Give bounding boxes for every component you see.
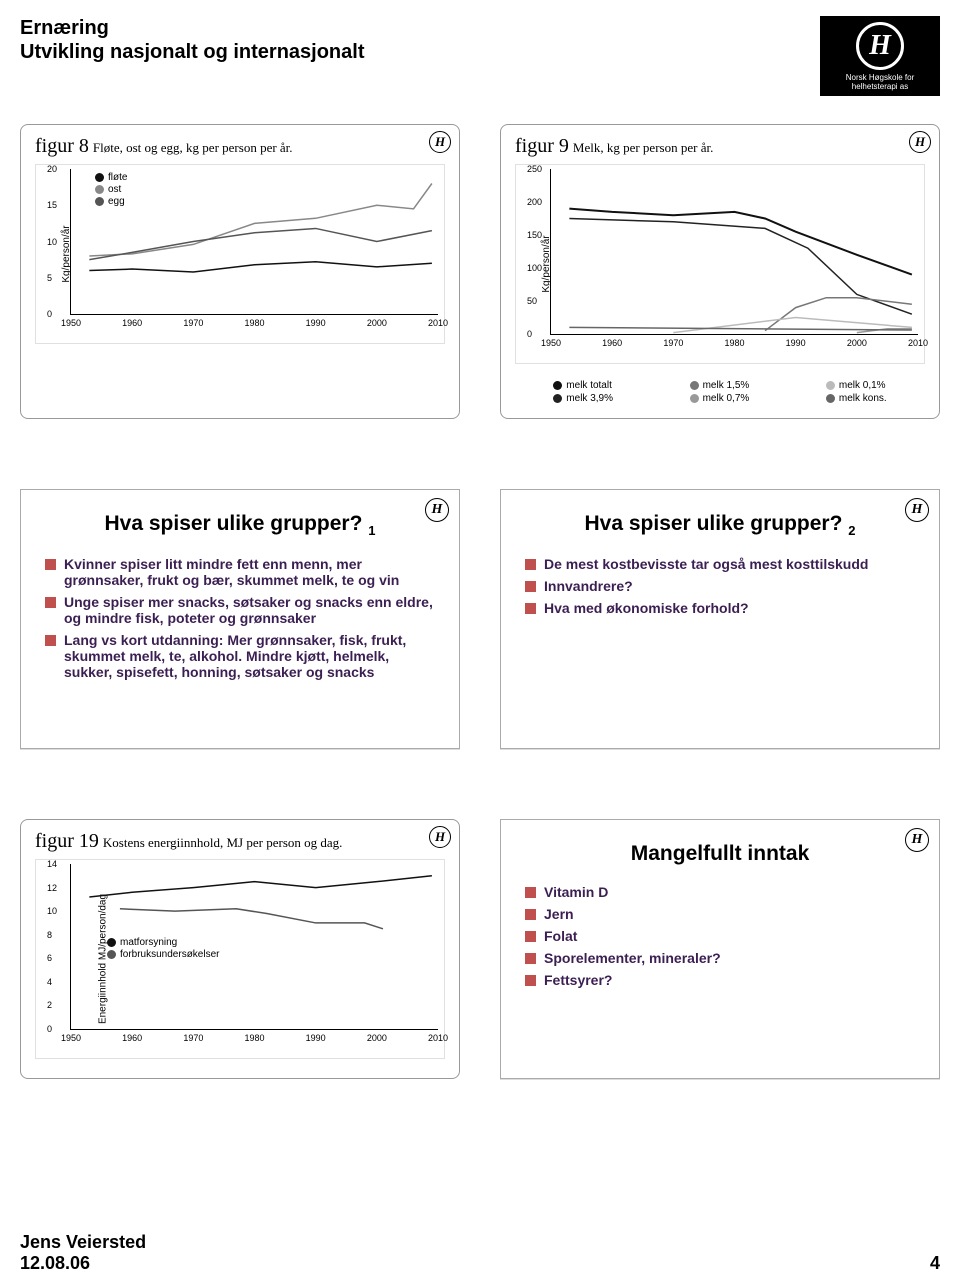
figur9-title: figur 9 Melk, kg per person per år. (515, 135, 925, 158)
bullet-text: Lang vs kort utdanning: Mer grønnsaker, … (64, 632, 439, 680)
figur8-plot: fløteostegg 0510152019501960197019801990… (70, 169, 438, 315)
school-logo: H Norsk Høgskole for helhetsterapi as (820, 16, 940, 96)
bullet-text: Jern (544, 906, 574, 922)
figur8-slide: H figur 8 Fløte, ost og egg, kg per pers… (20, 124, 460, 419)
bullet-icon (45, 635, 56, 646)
bullet-icon (45, 597, 56, 608)
bullet-item: Sporelementer, mineraler? (525, 950, 919, 966)
legend-label: melk 0,7% (703, 393, 750, 404)
legend-label: melk 0,1% (839, 380, 886, 391)
bullet-icon (525, 953, 536, 964)
page-footer: Jens Veiersted 12.08.06 4 (20, 1232, 940, 1274)
figur9-chart: Kg/person/år 050100150200250195019601970… (515, 164, 925, 364)
legend-label: melk totalt (566, 380, 612, 391)
logo-h-icon: H (905, 828, 929, 852)
bullet-text: Unge spiser mer snacks, søtsaker og snac… (64, 594, 439, 626)
hva2-heading: Hva spiser ulike grupper? 2 (521, 512, 919, 538)
bullet-item: De mest kostbevisste tar også mest kostt… (525, 556, 919, 572)
logo-h-icon: H (425, 498, 449, 522)
logo-h-icon: H (856, 22, 904, 70)
page-header: Ernæring Utvikling nasjonalt og internas… (20, 16, 940, 96)
legend-label: melk 1,5% (703, 380, 750, 391)
logo-h-icon: H (909, 131, 931, 153)
legend-label: melk kons. (839, 393, 887, 404)
bullet-item: Vitamin D (525, 884, 919, 900)
figur8-title: figur 8 Fløte, ost og egg, kg per person… (35, 135, 445, 158)
header-title: Ernæring Utvikling nasjonalt og internas… (20, 16, 364, 64)
figur19-plot: matforsyningforbruksundersøkelser 024681… (70, 864, 438, 1030)
figur19-title: figur 19 Kostens energiinnhold, MJ per p… (35, 830, 445, 853)
bullet-icon (45, 559, 56, 570)
footer-name: Jens Veiersted (20, 1232, 146, 1253)
footer-date: 12.08.06 (20, 1253, 146, 1274)
bullet-icon (525, 909, 536, 920)
bullet-item: Innvandrere? (525, 578, 919, 594)
mangel-bullets: Vitamin D Jern Folat Sporelementer, mineral… (521, 884, 919, 988)
figur19-chart: Energiinnhold MJ/person/dag matforsyning… (35, 859, 445, 1059)
bullet-item: Jern (525, 906, 919, 922)
figur19-slide: H figur 19 Kostens energiinnhold, MJ per… (20, 819, 460, 1079)
bullet-text: Folat (544, 928, 577, 944)
logo-h-icon: H (429, 131, 451, 153)
legend-label: melk 3,9% (566, 393, 613, 404)
bullet-text: Hva med økonomiske forhold? (544, 600, 749, 616)
logo-text: Norsk Høgskole for helhetsterapi as (824, 73, 936, 91)
bullet-item: Fettsyrer? (525, 972, 919, 988)
bullet-icon (525, 581, 536, 592)
bullet-text: Vitamin D (544, 884, 608, 900)
hva1-bullets: Kvinner spiser litt mindre fett enn menn… (41, 556, 439, 680)
bullet-text: Kvinner spiser litt mindre fett enn menn… (64, 556, 439, 588)
hva2-slide: H Hva spiser ulike grupper? 2 De mest ko… (500, 489, 940, 749)
hva1-heading: Hva spiser ulike grupper? 1 (41, 512, 439, 538)
bullet-icon (525, 559, 536, 570)
bullet-item: Hva med økonomiske forhold? (525, 600, 919, 616)
figur9-plot: 0501001502002501950196019701980199020002… (550, 169, 918, 335)
bullet-text: Innvandrere? (544, 578, 633, 594)
mangel-heading: Mangelfullt inntak (521, 842, 919, 866)
hva2-bullets: De mest kostbevisste tar også mest kostt… (521, 556, 919, 616)
footer-page: 4 (930, 1253, 940, 1274)
logo-h-icon: H (429, 826, 451, 848)
bullet-item: Lang vs kort utdanning: Mer grønnsaker, … (45, 632, 439, 680)
header-line1: Ernæring (20, 16, 364, 40)
bullet-item: Unge spiser mer snacks, søtsaker og snac… (45, 594, 439, 626)
bullet-icon (525, 603, 536, 614)
figur8-chart: Kg/person/år fløteostegg 051015201950196… (35, 164, 445, 344)
logo-h-icon: H (905, 498, 929, 522)
bullet-icon (525, 887, 536, 898)
mangel-slide: H Mangelfullt inntak Vitamin D Jern Folat S… (500, 819, 940, 1079)
footer-left: Jens Veiersted 12.08.06 (20, 1232, 146, 1274)
bullet-text: De mest kostbevisste tar også mest kostt… (544, 556, 868, 572)
figur9-slide: H figur 9 Melk, kg per person per år. Kg… (500, 124, 940, 419)
bullet-item: Kvinner spiser litt mindre fett enn menn… (45, 556, 439, 588)
bullet-item: Folat (525, 928, 919, 944)
bullet-text: Sporelementer, mineraler? (544, 950, 721, 966)
figur9-legend: melk totalt melk 3,9% melk 1,5% melk 0,7% me… (515, 380, 925, 404)
hva1-slide: H Hva spiser ulike grupper? 1 Kvinner sp… (20, 489, 460, 749)
bullet-icon (525, 975, 536, 986)
header-line2: Utvikling nasjonalt og internasjonalt (20, 40, 364, 64)
bullet-icon (525, 931, 536, 942)
bullet-text: Fettsyrer? (544, 972, 612, 988)
